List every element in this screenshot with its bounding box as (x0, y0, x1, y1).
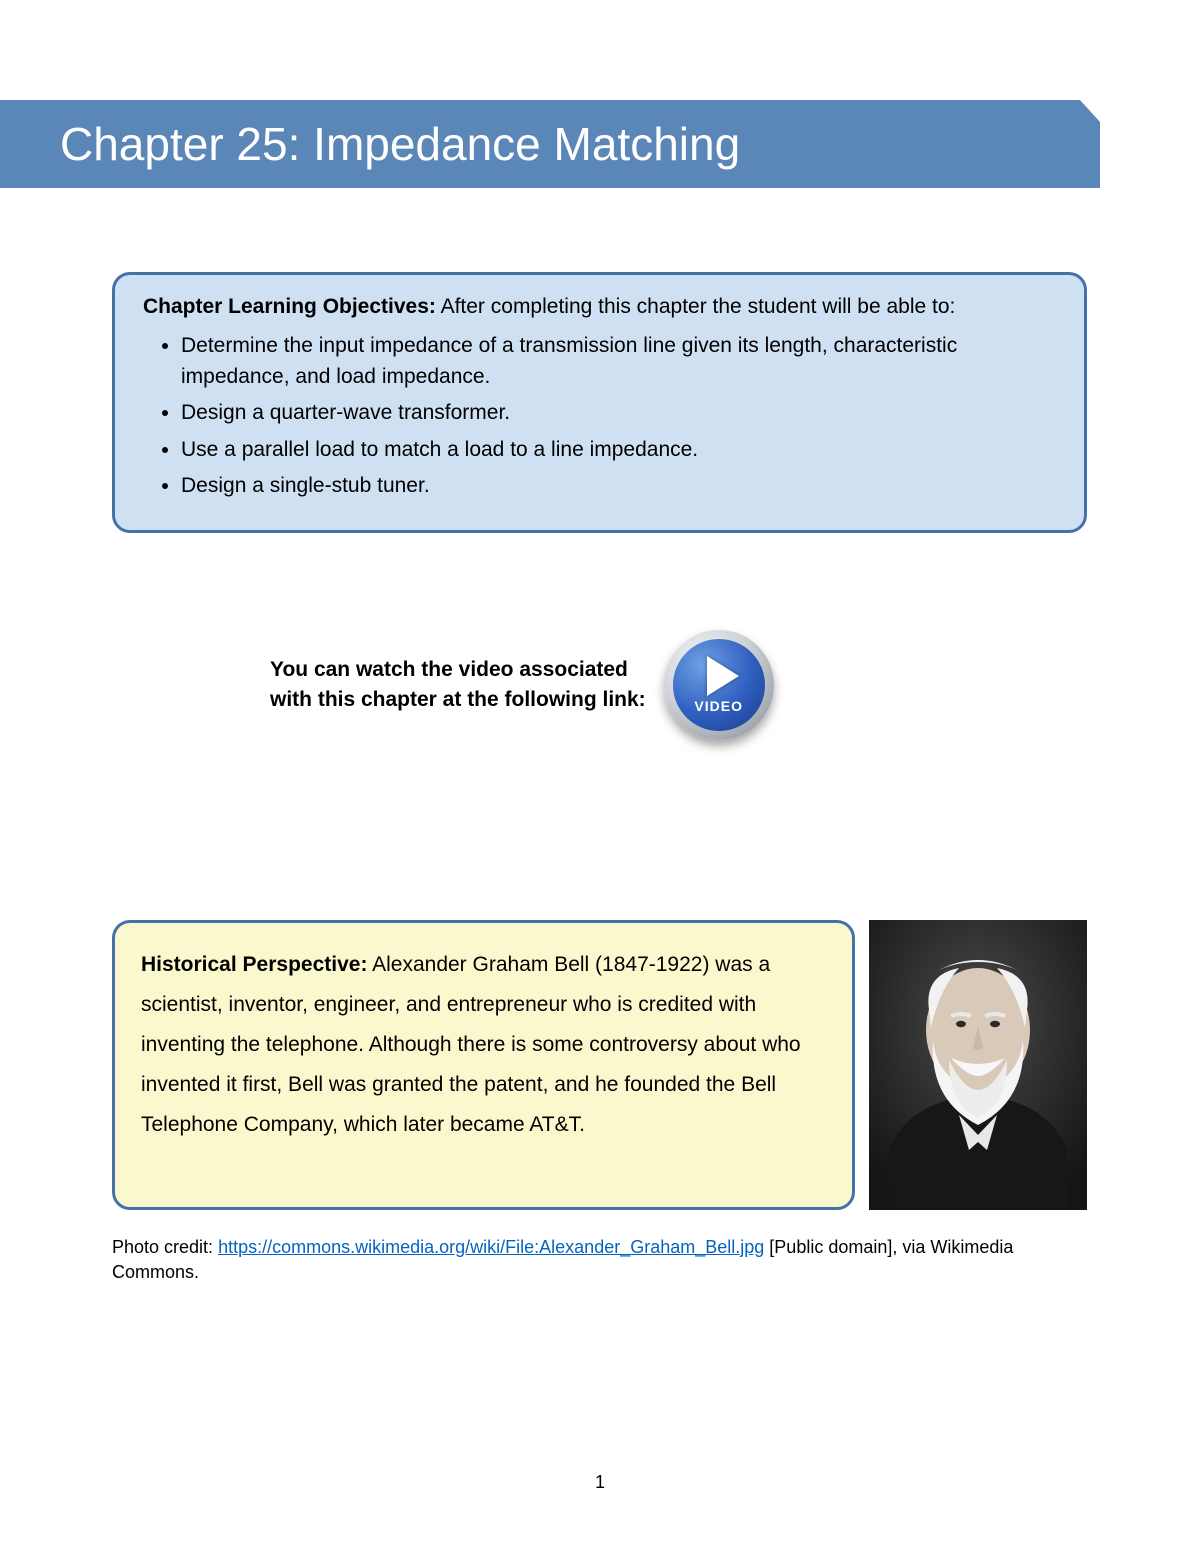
portrait-image (869, 920, 1087, 1210)
play-triangle-icon (707, 656, 739, 696)
page-number: 1 (0, 1472, 1200, 1493)
objectives-lead-rest: After completing this chapter the studen… (436, 295, 955, 318)
bio-text: Historical Perspective: Alexander Graham… (141, 945, 826, 1144)
historical-perspective-box: Historical Perspective: Alexander Graham… (112, 920, 855, 1210)
video-play-icon[interactable]: VIDEO (664, 630, 774, 740)
bio-body: Alexander Graham Bell (1847-1922) was a … (141, 953, 801, 1136)
chapter-title: Chapter 25: Impedance Matching (60, 117, 740, 171)
bio-lead-bold: Historical Perspective: (141, 953, 367, 976)
objectives-list: Determine the input impedance of a trans… (143, 331, 1056, 501)
credit-link[interactable]: https://commons.wikimedia.org/wiki/File:… (218, 1237, 764, 1257)
video-link-block: You can watch the video associated with … (270, 630, 970, 740)
objectives-lead-bold: Chapter Learning Objectives: (143, 295, 436, 318)
video-icon-inner: VIDEO (673, 639, 765, 731)
credit-prefix: Photo credit: (112, 1237, 218, 1257)
list-item: Design a single-stub tuner. (181, 471, 1056, 501)
photo-credit: Photo credit: https://commons.wikimedia.… (112, 1235, 1087, 1285)
video-icon-label: VIDEO (694, 698, 743, 714)
list-item: Design a quarter-wave transformer. (181, 398, 1056, 428)
objectives-lead: Chapter Learning Objectives: After compl… (143, 293, 1056, 321)
list-item: Determine the input impedance of a trans… (181, 331, 1056, 392)
list-item: Use a parallel load to match a load to a… (181, 435, 1056, 465)
chapter-title-banner: Chapter 25: Impedance Matching (0, 100, 1080, 188)
video-line-2: with this chapter at the following link: (270, 688, 646, 711)
video-line-1: You can watch the video associated (270, 658, 628, 681)
learning-objectives-box: Chapter Learning Objectives: After compl… (112, 272, 1087, 533)
video-prompt-text: You can watch the video associated with … (270, 655, 646, 716)
historical-perspective-row: Historical Perspective: Alexander Graham… (112, 920, 1087, 1210)
